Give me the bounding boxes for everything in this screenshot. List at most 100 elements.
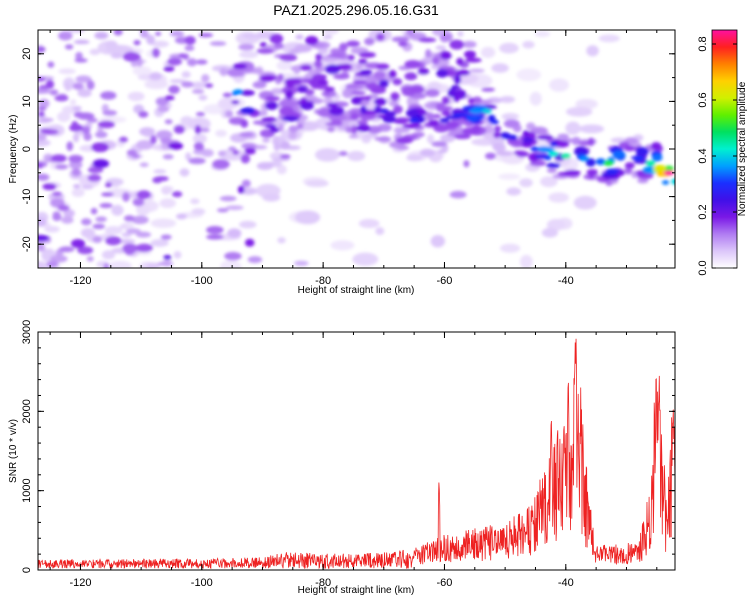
spectral-cell xyxy=(38,106,47,111)
spectral-cell xyxy=(625,138,638,145)
spectral-cell xyxy=(153,169,167,174)
spectral-cell xyxy=(471,124,482,134)
spectral-cell xyxy=(173,251,182,259)
spectral-cell xyxy=(352,79,368,85)
spectral-cell xyxy=(262,193,281,202)
spectral-cell xyxy=(154,175,169,182)
spectral-cell xyxy=(122,243,138,254)
spectral-cell xyxy=(445,121,460,129)
spectral-cell xyxy=(373,70,386,80)
spectral-cell xyxy=(87,166,104,174)
spectral-cell xyxy=(540,176,558,188)
y-tick-label: -20 xyxy=(21,236,33,252)
spectral-cell xyxy=(163,66,175,72)
spectral-cell xyxy=(392,78,403,86)
spectral-cell xyxy=(324,64,341,75)
spectral-cell xyxy=(136,190,152,200)
snr-series-line xyxy=(38,338,675,570)
spectral-cell xyxy=(466,114,478,123)
spectral-cell xyxy=(261,117,278,123)
x-tick-label: -100 xyxy=(191,577,213,589)
spectral-cell xyxy=(38,174,48,179)
spectral-cell xyxy=(232,150,240,155)
spectral-cell xyxy=(80,218,92,226)
spectral-cell xyxy=(191,89,205,94)
spectral-cell xyxy=(424,88,440,98)
spectral-cell xyxy=(192,133,207,144)
spectral-cell xyxy=(239,107,256,115)
spectral-cell xyxy=(68,154,84,163)
colorbar: 0.0 0.2 0.4 0.6 0.8 Normalized spectral ampl… xyxy=(697,29,748,276)
spectral-cell xyxy=(94,31,109,40)
spectral-cell xyxy=(86,255,94,262)
spectral-cell xyxy=(579,124,605,134)
y-tick-label: 0 xyxy=(21,567,33,573)
spectral-cell xyxy=(231,100,240,105)
spectral-cell xyxy=(122,51,141,62)
x-tick-label: -80 xyxy=(315,275,331,287)
spectral-cell xyxy=(269,33,284,44)
spectral-cell xyxy=(326,127,335,132)
spectral-cell xyxy=(452,112,470,117)
spectral-cell xyxy=(49,255,68,263)
spectral-cell xyxy=(75,75,92,83)
spectral-cell xyxy=(393,105,403,114)
spectral-cell xyxy=(323,96,333,105)
spectral-cell xyxy=(162,154,174,160)
spectral-cell xyxy=(346,40,361,47)
spectral-cell xyxy=(239,220,257,229)
spectral-cell xyxy=(66,141,74,152)
spectral-cell xyxy=(95,216,107,223)
spectral-cell xyxy=(105,182,113,188)
spectral-cell xyxy=(70,238,86,249)
spectral-cell xyxy=(219,67,228,77)
spectral-cell xyxy=(662,180,670,185)
spectral-cell xyxy=(557,133,569,140)
spectral-cell xyxy=(315,53,323,61)
spectral-cell xyxy=(314,148,341,162)
spectral-cell xyxy=(404,72,418,81)
spectral-cell xyxy=(318,74,327,79)
spectral-cell xyxy=(108,260,132,268)
spectral-cell xyxy=(376,63,390,71)
colorbar-label: Normalized spectral amplitude xyxy=(737,81,748,216)
spectral-cell xyxy=(61,216,74,224)
spectral-cell xyxy=(637,178,649,184)
spectral-cell xyxy=(293,260,309,266)
spectral-cell xyxy=(54,95,69,102)
spectral-cell xyxy=(47,61,55,68)
spectral-cell xyxy=(390,92,400,102)
spectral-cell xyxy=(167,57,183,66)
spectral-cell xyxy=(451,85,461,90)
spectral-cell xyxy=(351,125,358,135)
spectral-cell xyxy=(536,135,554,141)
spectral-cell xyxy=(139,127,156,137)
x-tick-label: -40 xyxy=(558,577,574,589)
spectral-cell xyxy=(491,63,509,73)
spectral-cell xyxy=(155,130,173,140)
spectral-cell xyxy=(240,119,249,128)
spectral-cell xyxy=(322,34,333,40)
spectral-cell xyxy=(522,40,535,49)
spectral-cell xyxy=(155,31,162,36)
spectral-cell xyxy=(161,185,172,195)
spectral-cell xyxy=(465,57,482,63)
spectral-cell xyxy=(663,165,674,172)
spectral-cell xyxy=(573,195,597,210)
spectral-cell xyxy=(104,226,123,235)
spectral-cell xyxy=(313,59,323,69)
spectral-cell xyxy=(198,94,208,101)
spectral-cell xyxy=(468,97,475,105)
spectral-cell xyxy=(289,48,301,54)
spectral-cell xyxy=(190,198,200,205)
spectral-cell xyxy=(357,119,368,126)
spectral-cell xyxy=(256,48,275,54)
spectral-cell xyxy=(69,123,84,132)
spectral-cell xyxy=(80,227,96,238)
spectral-cell xyxy=(431,56,440,65)
snr-ticks: -120 -100 -80 -60 -40 0 1000 2000 3000 xyxy=(21,320,675,589)
spectral-cell xyxy=(119,224,129,229)
spectral-cell xyxy=(406,30,415,37)
